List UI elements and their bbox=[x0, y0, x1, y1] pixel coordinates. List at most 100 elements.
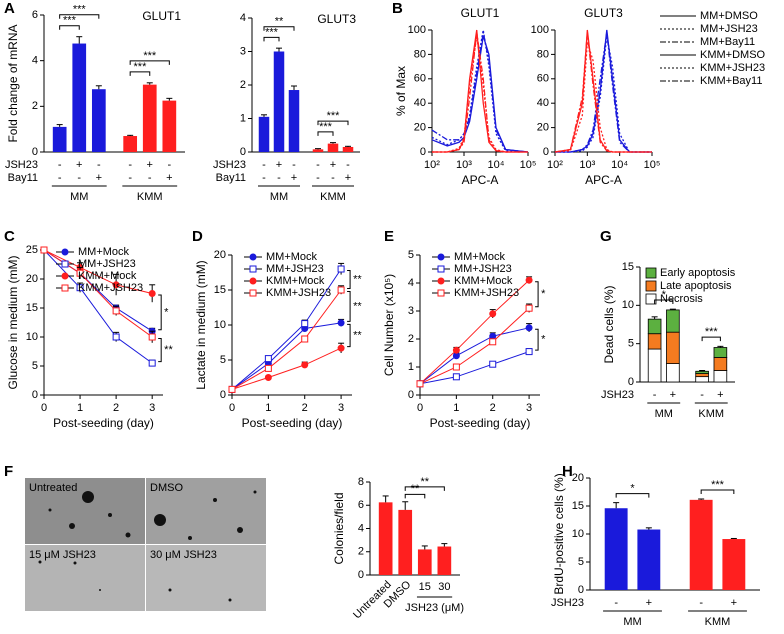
panel-label: A bbox=[4, 0, 15, 17]
row-label: Bay11 bbox=[216, 172, 246, 184]
group-label: KMM bbox=[705, 616, 731, 628]
x-axis-label: Post-seeding (day) bbox=[53, 416, 154, 430]
chart-title: GLUT1 bbox=[461, 6, 500, 20]
y-tick-label: 15 bbox=[214, 284, 226, 296]
row-value: - bbox=[292, 159, 296, 171]
y-tick-label: 5 bbox=[628, 338, 634, 350]
bar bbox=[72, 43, 87, 152]
y-tick-label: 8 bbox=[358, 476, 364, 488]
series-line bbox=[554, 32, 652, 153]
legend-marker bbox=[437, 289, 445, 297]
bar-segment bbox=[695, 370, 709, 374]
x-tick-label: 2 bbox=[113, 402, 119, 414]
row-value: + bbox=[670, 389, 676, 401]
y-tick-label: 2 bbox=[240, 79, 246, 91]
x-tick-label: 0 bbox=[41, 402, 47, 414]
x-tick-label: 3 bbox=[338, 402, 344, 414]
y-tick-label: 2 bbox=[358, 546, 364, 558]
y-tick-label: 100 bbox=[408, 24, 426, 36]
y-tick-label: 20 bbox=[26, 273, 38, 285]
y-tick-label: 40 bbox=[537, 97, 549, 109]
significance-label: *** bbox=[73, 4, 87, 16]
x-tick-label: 0 bbox=[417, 402, 423, 414]
y-tick-label: 0 bbox=[408, 389, 414, 401]
image-label: DMSO bbox=[150, 482, 183, 494]
y-tick-label: 20 bbox=[214, 249, 226, 261]
legend-label: KMM+Mock bbox=[266, 275, 325, 287]
series-line bbox=[555, 35, 652, 153]
point bbox=[452, 373, 460, 381]
point bbox=[148, 359, 156, 367]
legend-marker bbox=[249, 277, 257, 285]
significance-bracket bbox=[59, 25, 80, 30]
y-tick-label: 0 bbox=[420, 146, 426, 158]
point bbox=[337, 319, 345, 327]
series-line bbox=[231, 289, 342, 390]
y-tick-label: 4 bbox=[240, 12, 246, 24]
image-label: 15 μM JSH23 bbox=[29, 549, 96, 561]
point bbox=[525, 324, 533, 332]
group-label: KMM bbox=[137, 191, 163, 203]
y-tick-label: 80 bbox=[414, 48, 426, 60]
row-value: - bbox=[262, 159, 266, 171]
significance-bracket bbox=[404, 493, 426, 499]
x-tick-label: 2 bbox=[302, 402, 308, 414]
row-value: - bbox=[58, 172, 62, 184]
row-value: + bbox=[646, 597, 652, 609]
y-tick-label: 4 bbox=[358, 522, 364, 534]
panel-label: H bbox=[562, 463, 573, 480]
point bbox=[40, 246, 48, 254]
group-label: MM bbox=[70, 191, 88, 203]
significance-bracket bbox=[158, 338, 162, 363]
row-value: - bbox=[331, 172, 335, 184]
point bbox=[76, 269, 84, 277]
y-tick-label: 100 bbox=[531, 24, 549, 36]
panel-label: G bbox=[600, 228, 612, 245]
y-tick-label: 10 bbox=[622, 299, 634, 311]
row-value: - bbox=[148, 172, 152, 184]
bar bbox=[258, 116, 270, 152]
row-value: + bbox=[330, 159, 336, 171]
image bbox=[146, 478, 266, 544]
x-tick-label: 10² bbox=[424, 159, 440, 171]
significance-bracket bbox=[263, 26, 295, 31]
panel-label: B bbox=[392, 0, 403, 17]
significance-label: ** bbox=[164, 344, 173, 356]
x-tick-label: 1 bbox=[77, 402, 83, 414]
x-tick-label: 30 bbox=[438, 581, 450, 593]
significance-bracket bbox=[535, 281, 539, 308]
y-tick-label: 25 bbox=[26, 244, 38, 256]
bar-segment bbox=[713, 357, 728, 371]
significance-label: * bbox=[630, 483, 635, 495]
series-line bbox=[554, 42, 652, 153]
panel-label: F bbox=[4, 463, 13, 480]
legend-marker bbox=[61, 248, 69, 256]
y-tick-label: 40 bbox=[414, 97, 426, 109]
y-tick-label: 15 bbox=[622, 261, 634, 273]
series-line bbox=[432, 29, 528, 153]
row-value: - bbox=[316, 172, 320, 184]
legend-label: MM+JSH23 bbox=[78, 258, 136, 270]
significance-bracket bbox=[129, 60, 170, 65]
point bbox=[337, 344, 345, 352]
significance-bracket bbox=[654, 299, 674, 304]
y-tick-label: 4 bbox=[408, 277, 414, 289]
significance-bracket bbox=[317, 120, 349, 126]
row-value: - bbox=[316, 159, 320, 171]
row-value: + bbox=[96, 172, 102, 184]
legend-label: KMM+JSH23 bbox=[78, 282, 143, 294]
x-tick-label: 10⁵ bbox=[520, 159, 537, 171]
y-tick-label: 10 bbox=[572, 528, 584, 540]
x-tick-label: 0 bbox=[229, 402, 235, 414]
bar-segment bbox=[647, 333, 662, 350]
y-tick-label: 5 bbox=[220, 354, 226, 366]
legend-label: MM+Mock bbox=[78, 246, 130, 258]
row-value: - bbox=[167, 159, 171, 171]
significance-bracket bbox=[535, 328, 539, 351]
significance-bracket bbox=[317, 131, 334, 136]
chart-title: GLUT3 bbox=[317, 12, 356, 26]
row-label: JSH23 bbox=[5, 159, 38, 171]
bar bbox=[378, 502, 393, 575]
bar-segment bbox=[695, 376, 709, 383]
